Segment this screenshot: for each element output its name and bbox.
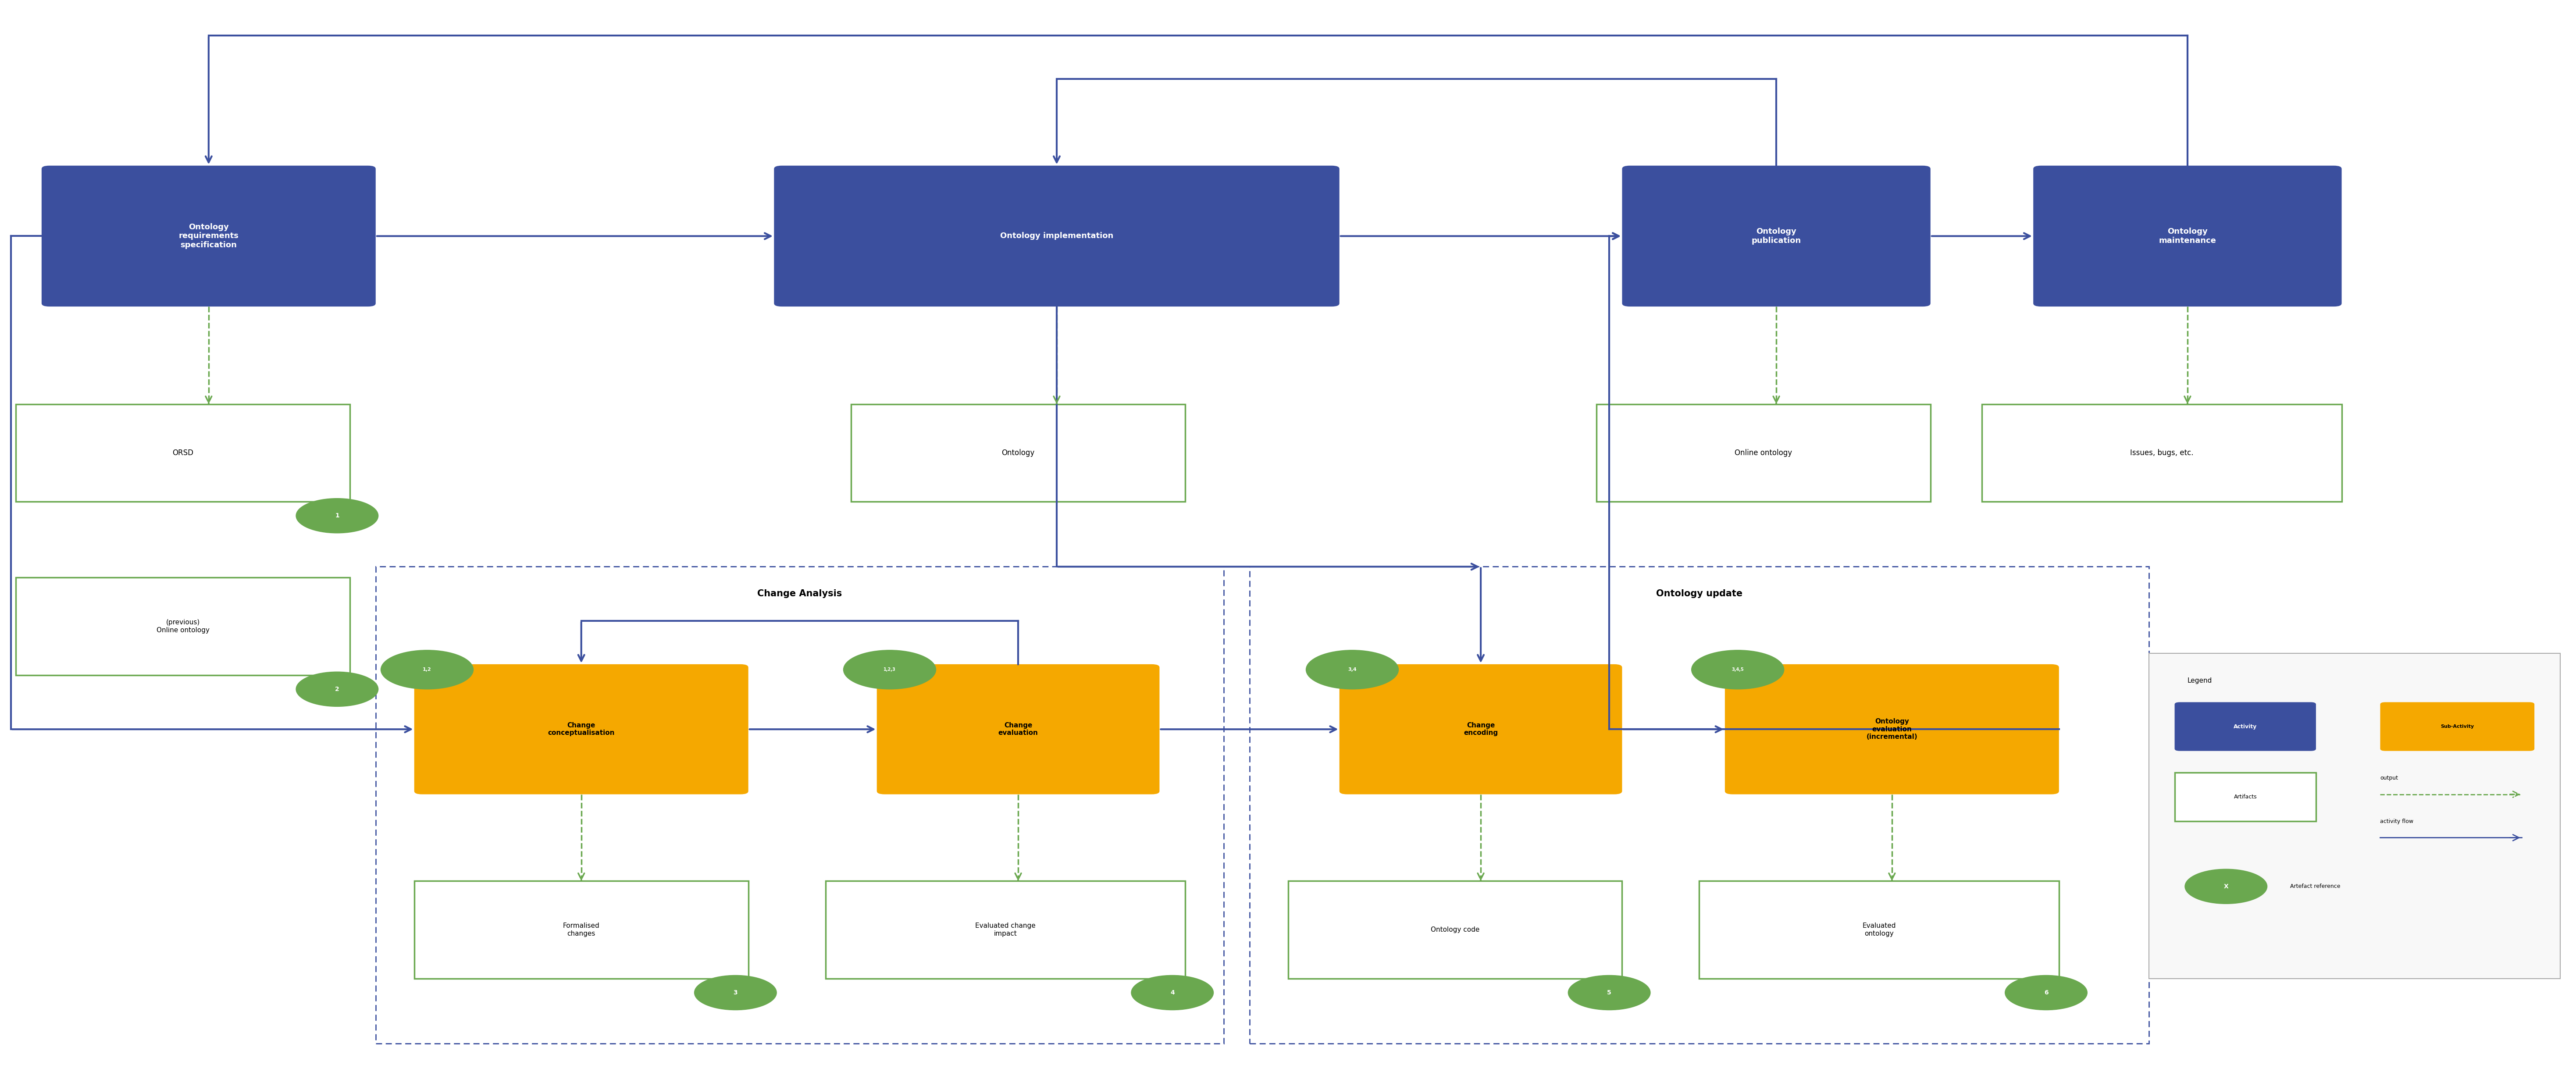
Text: Change Analysis: Change Analysis — [757, 590, 842, 598]
FancyBboxPatch shape — [876, 664, 1159, 795]
FancyBboxPatch shape — [2174, 773, 2316, 822]
Text: Change
conceptualisation: Change conceptualisation — [549, 723, 616, 737]
FancyBboxPatch shape — [1340, 664, 1623, 795]
Text: Ontology
maintenance: Ontology maintenance — [2159, 228, 2215, 244]
Text: Ontology code: Ontology code — [1430, 926, 1479, 933]
FancyBboxPatch shape — [415, 881, 747, 979]
FancyBboxPatch shape — [1288, 881, 1623, 979]
FancyBboxPatch shape — [2174, 702, 2316, 751]
FancyBboxPatch shape — [15, 404, 350, 501]
Text: (previous)
Online ontology: (previous) Online ontology — [157, 619, 209, 633]
FancyBboxPatch shape — [41, 166, 376, 306]
FancyBboxPatch shape — [1700, 881, 2058, 979]
Text: Sub-Activity: Sub-Activity — [2439, 725, 2473, 729]
Text: Ontology update: Ontology update — [1656, 590, 1741, 598]
Text: 3,4,5: 3,4,5 — [1731, 667, 1744, 671]
Text: Artifacts: Artifacts — [2233, 795, 2257, 800]
Circle shape — [1131, 976, 1213, 1010]
Text: 1: 1 — [335, 512, 340, 519]
Text: Change
evaluation: Change evaluation — [999, 723, 1038, 737]
Text: output: output — [2380, 775, 2398, 780]
Text: ORSD: ORSD — [173, 449, 193, 457]
Text: 3,4: 3,4 — [1347, 667, 1358, 671]
FancyBboxPatch shape — [773, 166, 1340, 306]
FancyBboxPatch shape — [824, 881, 1185, 979]
FancyBboxPatch shape — [15, 578, 350, 675]
Circle shape — [296, 498, 379, 533]
Circle shape — [2184, 869, 2267, 904]
Text: 4: 4 — [1170, 990, 1175, 996]
Circle shape — [1569, 976, 1651, 1010]
Text: Evaluated change
impact: Evaluated change impact — [976, 923, 1036, 937]
Text: Change
encoding: Change encoding — [1463, 723, 1497, 737]
Text: 1,2,3: 1,2,3 — [884, 667, 896, 671]
Text: Ontology
evaluation
(incremental): Ontology evaluation (incremental) — [1868, 718, 1917, 740]
FancyBboxPatch shape — [850, 404, 1185, 501]
Text: 1,2: 1,2 — [422, 667, 430, 671]
Text: Ontology
requirements
specification: Ontology requirements specification — [178, 223, 240, 250]
Circle shape — [842, 650, 935, 689]
Text: Formalised
changes: Formalised changes — [564, 923, 600, 937]
Text: 5: 5 — [1607, 990, 1613, 996]
Circle shape — [381, 650, 474, 689]
FancyBboxPatch shape — [1726, 664, 2058, 795]
Text: Issues, bugs, etc.: Issues, bugs, etc. — [2130, 449, 2192, 457]
Text: Legend: Legend — [2187, 677, 2213, 683]
FancyBboxPatch shape — [415, 664, 747, 795]
Circle shape — [1692, 650, 1785, 689]
FancyBboxPatch shape — [1981, 404, 2342, 501]
Text: Ontology implementation: Ontology implementation — [999, 232, 1113, 240]
Text: Ontology
publication: Ontology publication — [1752, 228, 1801, 244]
Text: Online ontology: Online ontology — [1734, 449, 1793, 457]
FancyBboxPatch shape — [2380, 702, 2535, 751]
FancyBboxPatch shape — [1597, 404, 1929, 501]
Text: Activity: Activity — [2233, 724, 2257, 729]
Text: Artefact reference: Artefact reference — [2290, 884, 2342, 889]
Text: activity flow: activity flow — [2380, 819, 2414, 824]
Circle shape — [296, 671, 379, 706]
FancyBboxPatch shape — [2148, 653, 2561, 979]
Circle shape — [1306, 650, 1399, 689]
Circle shape — [696, 976, 775, 1010]
Circle shape — [2004, 976, 2087, 1010]
Text: 3: 3 — [734, 990, 737, 996]
Text: Ontology: Ontology — [1002, 449, 1036, 457]
Text: Evaluated
ontology: Evaluated ontology — [1862, 923, 1896, 937]
Text: 6: 6 — [2043, 990, 2048, 996]
Text: 2: 2 — [335, 686, 340, 692]
FancyBboxPatch shape — [1623, 166, 1929, 306]
Text: X: X — [2223, 883, 2228, 889]
FancyBboxPatch shape — [2032, 166, 2342, 306]
